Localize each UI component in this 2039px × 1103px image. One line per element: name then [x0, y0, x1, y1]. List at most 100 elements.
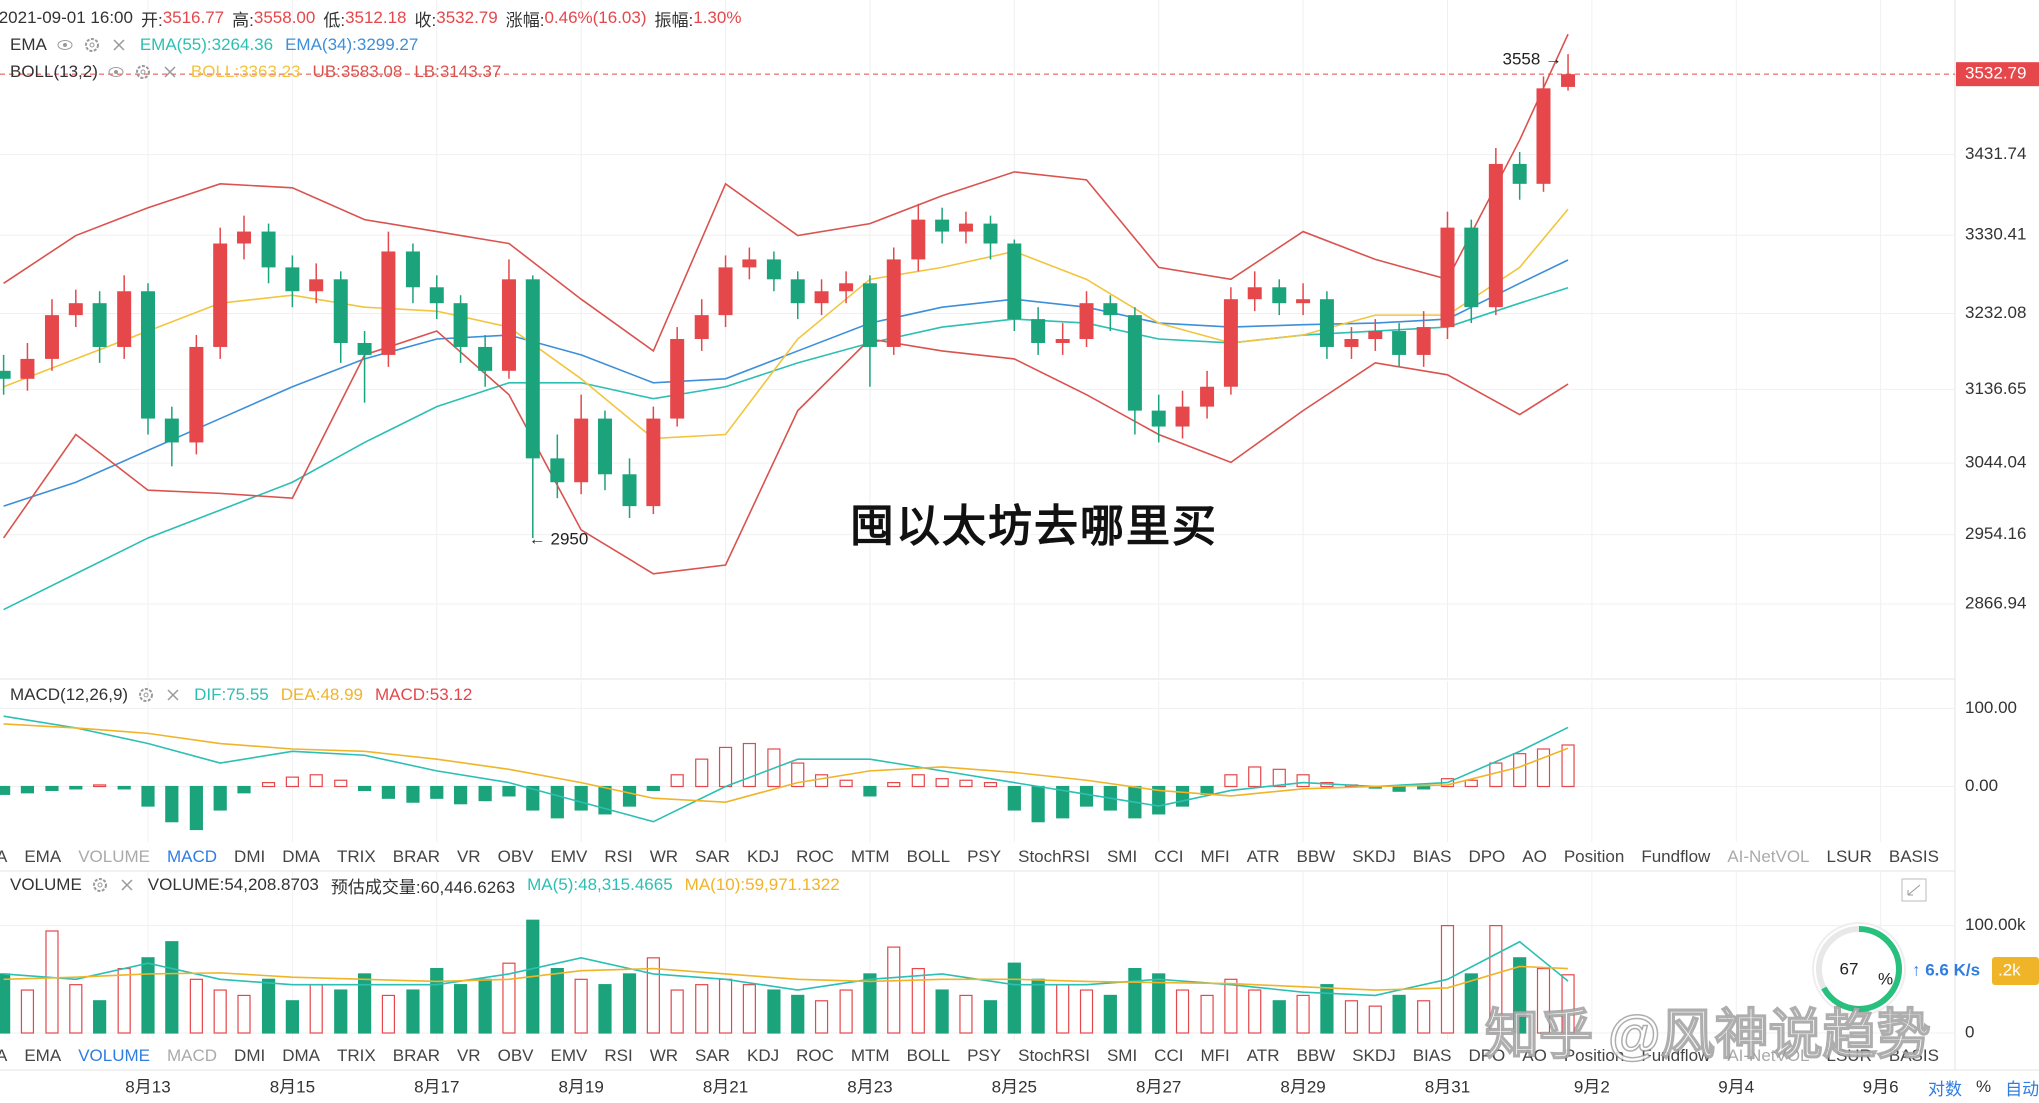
tab[interactable]: DMI [234, 1046, 266, 1065]
tab[interactable]: PSY [967, 1046, 1002, 1065]
expand-arrow[interactable] [1907, 884, 1921, 896]
tab[interactable]: BASIS [1888, 847, 1939, 866]
tab[interactable]: MFI [1200, 1046, 1230, 1065]
expand-box[interactable] [1901, 878, 1927, 902]
candle-body [213, 243, 228, 347]
settings-icon[interactable] [83, 36, 101, 54]
tab[interactable]: SKDJ [1352, 847, 1396, 866]
tab[interactable]: DMA [282, 1046, 320, 1065]
tab[interactable]: PSY [967, 847, 1002, 866]
tab[interactable]: BIAS [1412, 1046, 1452, 1065]
tab[interactable]: AO [1522, 847, 1547, 866]
close-icon[interactable] [110, 36, 128, 54]
macd-bar [983, 782, 998, 788]
tab[interactable]: EMV [550, 847, 588, 866]
tab[interactable]: BRAR [392, 847, 440, 866]
tab[interactable]: VOLUME [78, 1046, 150, 1065]
tab[interactable]: WR [649, 847, 679, 866]
tab[interactable]: Fundflow [1641, 847, 1711, 866]
tab[interactable]: LSUR [1826, 847, 1872, 866]
tab[interactable]: RSI [604, 847, 633, 866]
tab[interactable]: A [0, 1046, 8, 1065]
close-icon[interactable] [118, 876, 136, 894]
tab[interactable]: DMA [282, 847, 320, 866]
candle-body [1247, 287, 1262, 300]
settings-icon[interactable] [91, 876, 109, 894]
tab[interactable]: A [0, 847, 8, 866]
indicator-line [3, 33, 1569, 353]
macd-bar [1296, 774, 1310, 788]
volume-bar [93, 1000, 107, 1034]
tab[interactable]: BBW [1296, 847, 1336, 866]
tab[interactable]: Position [1563, 1046, 1625, 1065]
tab[interactable]: OBV [497, 1046, 534, 1065]
eye-icon[interactable] [107, 63, 125, 81]
tab[interactable]: SAR [695, 847, 730, 866]
tab[interactable]: SKDJ [1352, 1046, 1396, 1065]
x-tick-label: 8月31 [1425, 1077, 1470, 1096]
tab[interactable]: WR [649, 1046, 679, 1065]
tab[interactable]: EMA [24, 847, 62, 866]
tab[interactable]: KDJ [746, 847, 780, 866]
candle-body [357, 342, 372, 355]
volume-bar [983, 1000, 998, 1034]
tab[interactable]: Position [1563, 847, 1625, 866]
tab[interactable]: MTM [850, 847, 890, 866]
tab[interactable]: AI-NetVOL [1727, 847, 1810, 866]
tab[interactable]: OBV [497, 847, 534, 866]
volume-bar [935, 989, 949, 1034]
tab[interactable]: StochRSI [1018, 1046, 1090, 1065]
settings-icon[interactable] [134, 63, 152, 81]
eye-icon[interactable] [56, 36, 74, 54]
tab[interactable]: StochRSI [1018, 847, 1090, 866]
volume-bar [453, 984, 468, 1034]
tab[interactable]: VR [456, 847, 481, 866]
tab[interactable]: TRIX [337, 1046, 376, 1065]
tab[interactable]: RSI [604, 1046, 633, 1065]
tab[interactable]: KDJ [746, 1046, 780, 1065]
tab[interactable]: BIAS [1412, 847, 1452, 866]
tab[interactable]: EMV [550, 1046, 588, 1065]
tab[interactable]: DPO [1468, 1046, 1506, 1065]
close-icon[interactable] [161, 63, 179, 81]
tab[interactable]: CCI [1154, 1046, 1184, 1065]
macd-bar [1464, 779, 1478, 788]
tab[interactable]: MACD [166, 1046, 218, 1065]
tab[interactable]: ROC [796, 847, 834, 866]
tab[interactable]: TRIX [337, 847, 376, 866]
settings-icon[interactable] [137, 686, 155, 704]
tab[interactable]: BBW [1296, 1046, 1336, 1065]
tab[interactable]: SAR [695, 1046, 730, 1065]
close-icon[interactable] [164, 686, 182, 704]
tab[interactable]: BRAR [392, 1046, 440, 1065]
tab[interactable]: ATR [1246, 1046, 1280, 1065]
tab[interactable]: Fundflow [1641, 1046, 1711, 1065]
tab[interactable]: LSUR [1826, 1046, 1872, 1065]
tab[interactable]: MACD [166, 847, 218, 866]
tab[interactable]: BASIS [1888, 1046, 1939, 1065]
tab[interactable]: VOLUME [78, 847, 150, 866]
tab[interactable]: EMA [24, 1046, 62, 1065]
tab[interactable]: CCI [1154, 847, 1184, 866]
candle-body [237, 231, 252, 244]
x-tick-label: 8月25 [992, 1077, 1037, 1096]
tab[interactable]: ATR [1246, 847, 1280, 866]
tab[interactable]: VR [456, 1046, 481, 1065]
tab[interactable]: MFI [1200, 847, 1230, 866]
tab[interactable]: ROC [796, 1046, 834, 1065]
indicator-tabs: A EMA VOLUME MACD DMI DMA TRIX BRAR VR OBV EMV RSI W… [0, 845, 1956, 869]
tab[interactable]: BOLL [906, 847, 951, 866]
volume-bar [574, 978, 588, 1034]
tab[interactable]: AO [1522, 1046, 1547, 1065]
tab[interactable]: BOLL [906, 1046, 951, 1065]
tab[interactable]: DPO [1468, 847, 1506, 866]
tab[interactable]: SMI [1106, 847, 1138, 866]
boll-legend: BOLL(13,2) BOLL:3363.23 UB:3583.08 LB:3143… [10, 60, 501, 84]
tab[interactable]: AI-NetVOL [1727, 1046, 1810, 1065]
legend-title: BOLL(13,2) [10, 62, 98, 81]
expand-icon[interactable] [1901, 878, 1927, 902]
tab[interactable]: MTM [850, 1046, 890, 1065]
tab[interactable]: SMI [1106, 1046, 1138, 1065]
watermark-credit: 知乎 @风神说趋势 [1484, 1004, 1931, 1066]
tab[interactable]: DMI [234, 847, 266, 866]
